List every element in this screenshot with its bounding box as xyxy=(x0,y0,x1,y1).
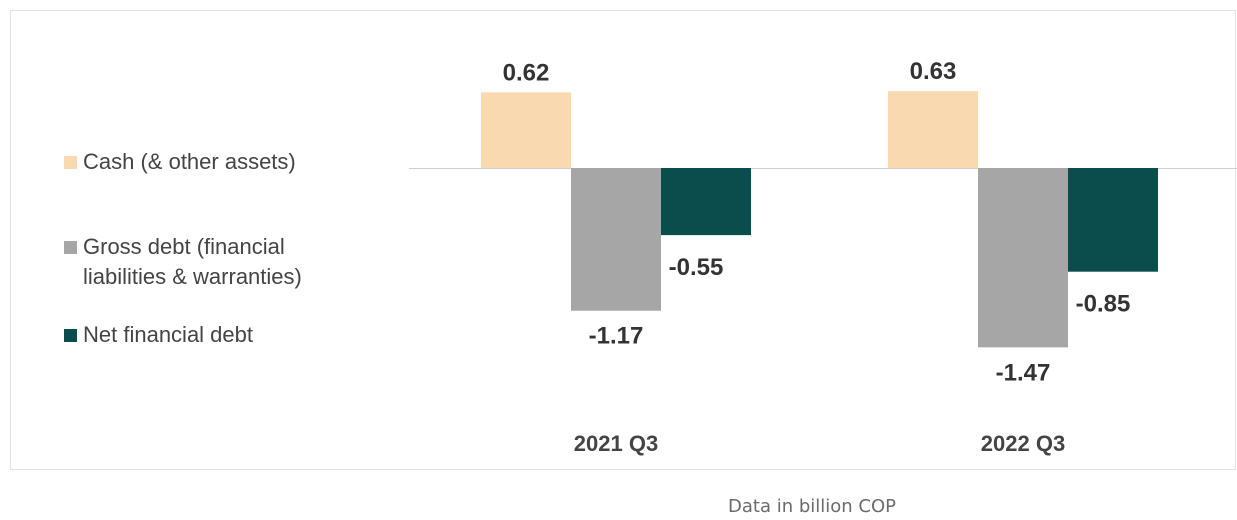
legend-label-cash: Cash (& other assets) xyxy=(83,149,296,174)
data-label-net-debt-2: -0.85 xyxy=(1076,291,1131,318)
legend-label-net-debt: Net financial debt xyxy=(83,322,253,347)
bar-net-debt-2 xyxy=(1068,168,1158,272)
data-label-gross-debt-1: -1.17 xyxy=(589,323,644,350)
bar-gross-debt-2 xyxy=(978,168,1068,348)
chart-frame: Cash (& other assets) Gross debt (financ… xyxy=(10,10,1237,471)
legend-item-gross-debt: Gross debt (financial liabilities & warr… xyxy=(64,232,302,292)
data-label-cash-1: 0.62 xyxy=(503,59,550,86)
bar-chart-plot: 0.62 -1.17 -0.55 2021 Q3 0.63 -1.47 -0.85 2022 … xyxy=(409,58,1237,456)
chart-legend: Cash (& other assets) Gross debt (financ… xyxy=(11,11,411,471)
bar-cash-1 xyxy=(481,92,571,168)
legend-item-cash: Cash (& other assets) xyxy=(64,147,296,177)
data-label-cash-2: 0.63 xyxy=(910,58,957,85)
data-label-gross-debt-2: -1.47 xyxy=(996,359,1051,386)
bar-cash-2 xyxy=(888,91,978,168)
bar-net-debt-1 xyxy=(661,168,751,236)
legend-swatch-cash xyxy=(64,156,77,169)
category-label-1: 2021 Q3 xyxy=(574,431,658,456)
legend-swatch-gross-debt xyxy=(64,241,77,254)
legend-label-gross-debt: Gross debt (financial liabilities & warr… xyxy=(83,234,302,289)
legend-swatch-net-debt xyxy=(64,329,77,342)
legend-item-net-debt: Net financial debt xyxy=(64,320,253,350)
data-label-net-debt-1: -0.55 xyxy=(669,254,724,281)
data-unit-footnote: Data in billion COP xyxy=(728,496,896,517)
category-label-2: 2022 Q3 xyxy=(981,431,1065,456)
bar-gross-debt-1 xyxy=(571,168,661,311)
